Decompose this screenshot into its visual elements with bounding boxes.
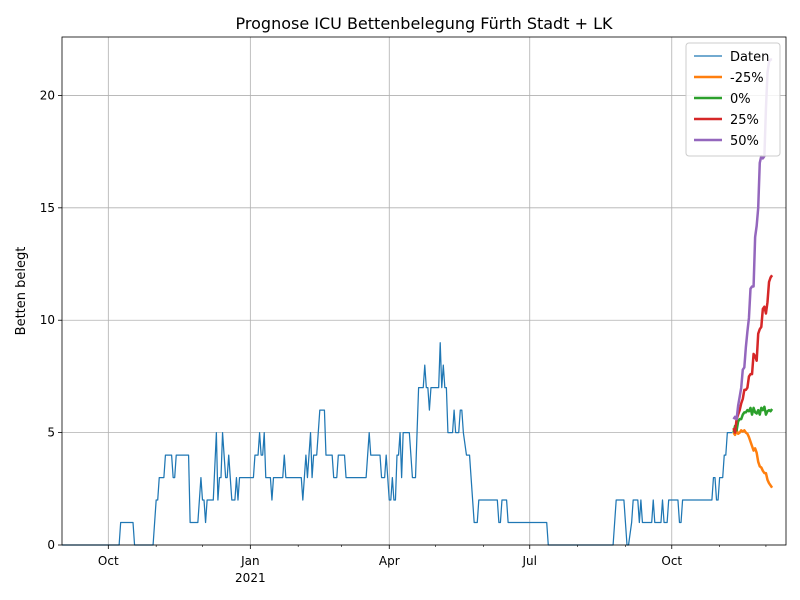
y-tick-label: 15 bbox=[40, 201, 55, 215]
y-tick-label: 20 bbox=[40, 88, 55, 102]
y-axis-label: Betten belegt bbox=[14, 247, 29, 336]
x-tick-label: Jul bbox=[522, 554, 537, 568]
legend-label: -25% bbox=[730, 71, 764, 86]
series-line bbox=[62, 342, 732, 546]
legend-box bbox=[685, 42, 781, 157]
plot-frame bbox=[61, 36, 787, 546]
series-line bbox=[732, 405, 774, 433]
x-tick-label: Oct bbox=[661, 554, 682, 568]
x-tick-sublabel: 2021 bbox=[235, 571, 266, 585]
y-tick-label: 10 bbox=[40, 313, 55, 327]
x-tick-label: Jan bbox=[240, 554, 260, 568]
x-tick-label: Oct bbox=[98, 554, 119, 568]
legend-label: 0% bbox=[730, 92, 751, 107]
y-tick-label: 0 bbox=[47, 538, 55, 552]
axes: Oct Jan 2021 Apr Jul Oct 0 5 10 15 20 bbox=[40, 88, 767, 585]
legend: Daten -25% 0% 25% 50% bbox=[685, 42, 781, 157]
legend-label: 25% bbox=[730, 113, 759, 128]
legend-label: Daten bbox=[730, 50, 769, 65]
series-line bbox=[732, 274, 774, 434]
chart-title: Prognose ICU Bettenbelegung Fürth Stadt … bbox=[236, 14, 613, 33]
y-tick-label: 5 bbox=[47, 426, 55, 440]
series-line bbox=[732, 429, 774, 489]
x-tick-label: Apr bbox=[379, 554, 400, 568]
legend-label: 50% bbox=[730, 134, 759, 149]
